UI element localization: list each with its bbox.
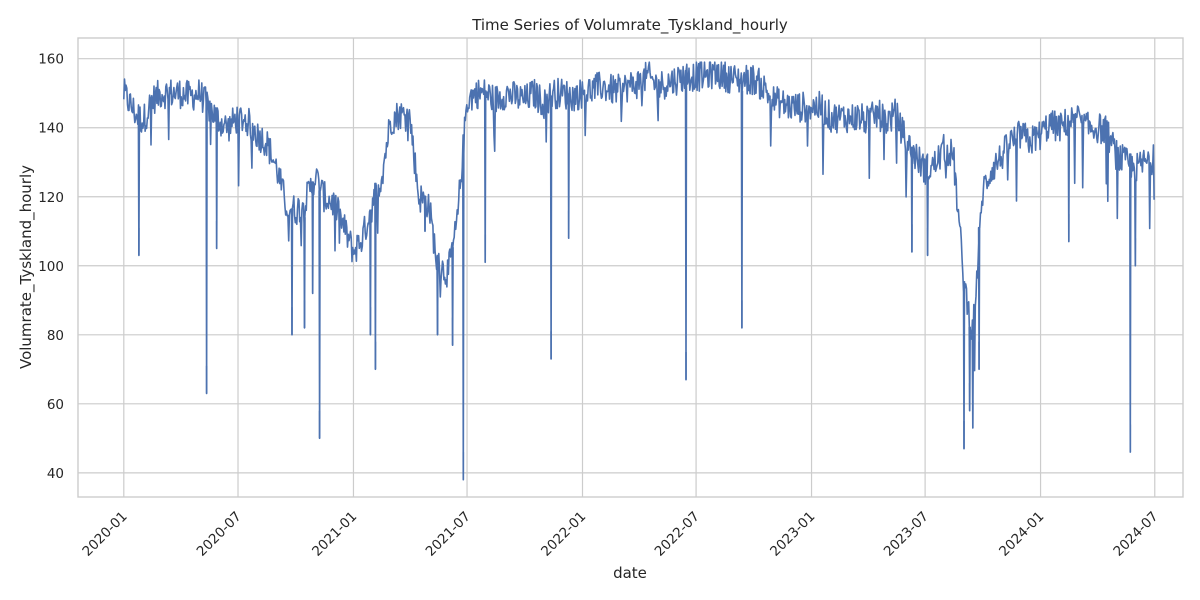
y-tick-label: 100 — [38, 259, 64, 275]
x-tick-label: 2023-01 — [767, 509, 818, 560]
series-line — [123, 61, 1155, 481]
x-tick-label: 2022-01 — [538, 509, 589, 560]
x-axis-title: date — [613, 564, 647, 582]
x-tick-label: 2021-01 — [309, 509, 360, 560]
x-tick-labels: 2020-01 2020-07 2021-01 2021-07 2022-01 2022-… — [79, 509, 1161, 560]
x-tick-label: 2023-07 — [881, 509, 932, 560]
y-tick-label: 40 — [47, 466, 64, 482]
x-tick-label: 2021-07 — [423, 509, 474, 560]
x-tick-label: 2022-07 — [652, 509, 703, 560]
y-axis-title: Volumrate_Tyskland_hourly — [17, 165, 36, 369]
y-tick-label: 60 — [47, 397, 64, 413]
x-gridlines — [123, 38, 1156, 497]
x-tick-label: 2024-01 — [996, 509, 1047, 560]
y-tick-label: 120 — [38, 190, 64, 206]
plot-frame — [77, 37, 1184, 498]
x-tick-label: 2020-01 — [79, 509, 130, 560]
y-tick-labels: 40 60 80 100 120 140 160 — [38, 52, 64, 482]
y-tick-label: 80 — [47, 328, 64, 344]
chart-title: Time Series of Volumrate_Tyskland_hourly — [471, 16, 788, 35]
y-tick-label: 160 — [38, 52, 64, 68]
x-tick-label: 2020-07 — [194, 509, 245, 560]
y-gridlines — [78, 58, 1183, 474]
x-tick-label: 2024-07 — [1110, 509, 1161, 560]
series-layer — [123, 61, 1155, 481]
y-tick-label: 140 — [38, 121, 64, 137]
